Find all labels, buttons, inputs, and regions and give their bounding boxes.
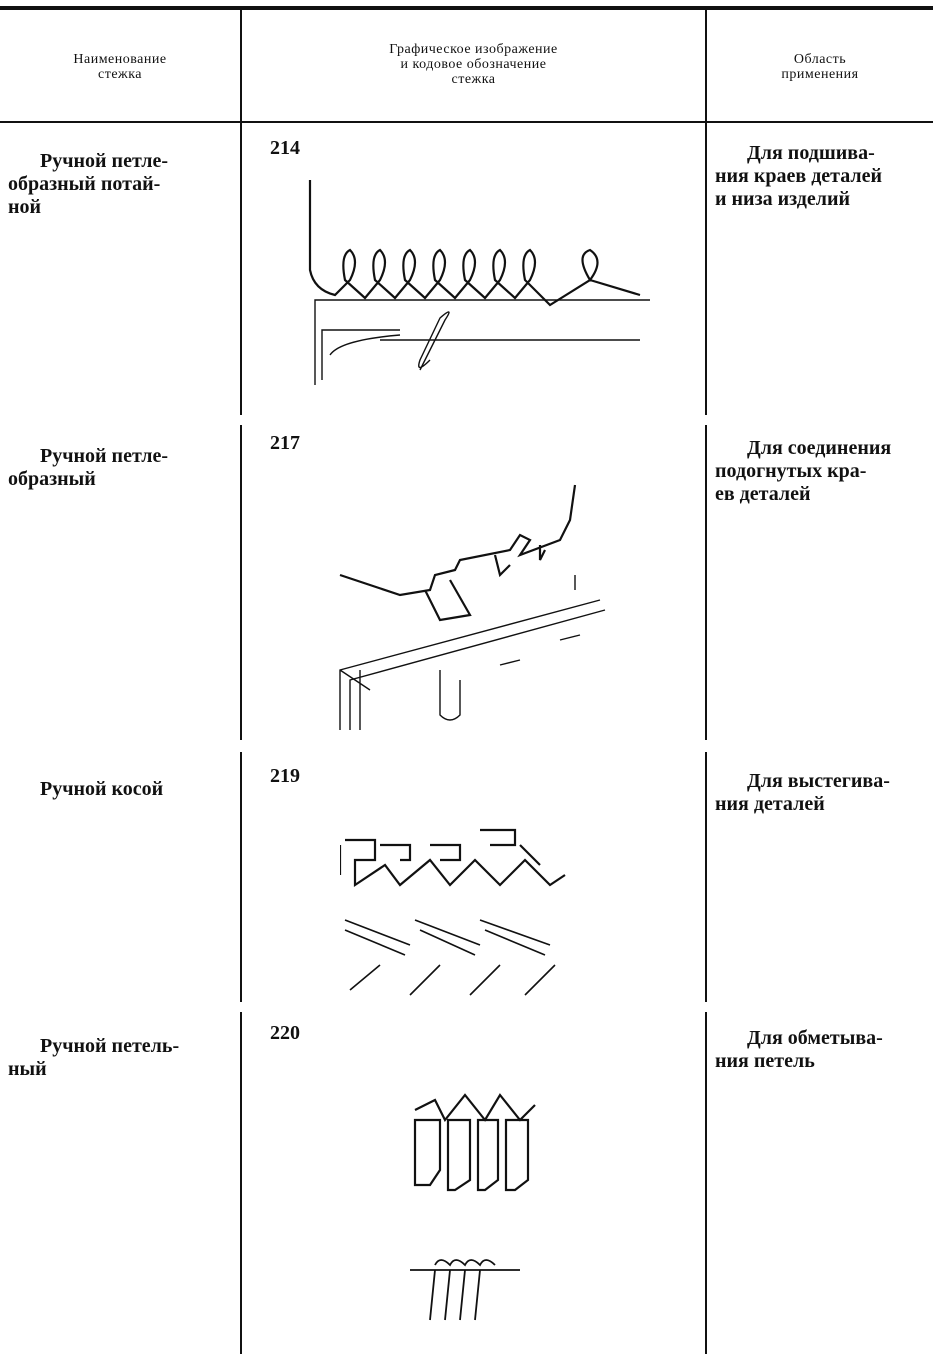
text-line: ния петель — [715, 1050, 815, 1072]
text-line: ния деталей — [715, 793, 825, 815]
text-line: ной — [8, 196, 42, 218]
col-line — [240, 10, 242, 415]
stitch-drawing — [308, 180, 650, 385]
header-usage: Область применения — [707, 52, 933, 82]
text-line: Для соединения — [747, 437, 892, 459]
header-text: стежка — [451, 72, 496, 87]
col-line — [705, 1012, 707, 1354]
stitch-name: Ручной петле-образный потай-ной — [8, 150, 236, 219]
text-line: подогнутых кра- — [715, 460, 867, 482]
col-line — [240, 425, 242, 740]
text-line: и низа изделий — [715, 188, 851, 210]
stitch-code: 214 — [270, 137, 300, 159]
stitch-drawing — [410, 1093, 536, 1321]
stitch-drawing — [340, 828, 566, 996]
header-text: Графическое изображение — [389, 42, 558, 57]
header-text: стежка — [97, 67, 143, 82]
col-line — [240, 752, 242, 1002]
text-line: Для выстегива- — [747, 770, 890, 792]
text-line: Ручной петель- — [40, 1035, 180, 1057]
stitch-name: Ручной петле-образный — [8, 445, 236, 491]
stitch-usage: Для соединения подогнутых кра-ев деталей — [715, 437, 933, 506]
text-line: образный потай- — [8, 173, 161, 195]
text-line: Ручной петле- — [40, 150, 169, 172]
header-text: Область — [793, 52, 847, 67]
text-line: ния краев деталей — [715, 165, 883, 187]
text-line: ев деталей — [715, 483, 811, 505]
header-text: применения — [781, 67, 859, 82]
stitch-name: Ручной косой — [8, 778, 236, 801]
col-line — [705, 425, 707, 740]
header-image: Графическое изображение и кодовое обознач… — [242, 42, 705, 87]
text-line: Для обметыва- — [747, 1027, 883, 1049]
header-name: Наименование стежка — [0, 52, 240, 82]
col-line — [705, 752, 707, 1002]
text-line: ный — [8, 1058, 47, 1080]
header-text: и кодовое обозначение — [400, 57, 547, 72]
stitch-usage: Для подшива-ния краев деталей и низа изде… — [715, 142, 933, 211]
stitch-name: Ручной петель-ный — [8, 1035, 236, 1081]
stitch-drawing — [339, 484, 606, 730]
stitch-code: 220 — [270, 1022, 300, 1044]
stitch-usage: Для обметыва-ния петель — [715, 1027, 933, 1073]
text-line: Для подшива- — [747, 142, 875, 164]
text-line: Ручной петле- — [40, 445, 169, 467]
text-line: Ручной косой — [40, 778, 164, 800]
stitch-code: 217 — [270, 432, 300, 454]
stitch-usage: Для выстегива-ния деталей — [715, 770, 933, 816]
col-line — [705, 10, 707, 415]
col-line — [240, 1012, 242, 1354]
stitch-code: 219 — [270, 765, 300, 787]
header-rule — [0, 121, 933, 123]
text-line: образный — [8, 468, 96, 490]
top-rule — [0, 6, 933, 10]
header-text: Наименование — [73, 52, 167, 67]
